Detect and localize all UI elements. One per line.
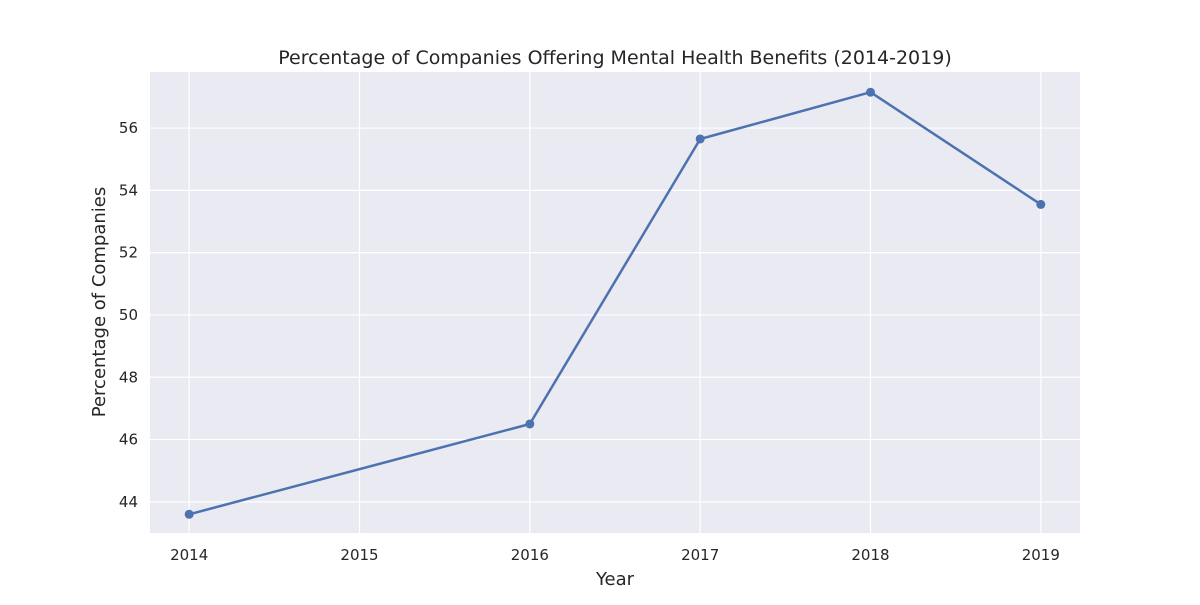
chart-title: Percentage of Companies Offering Mental … [278,47,951,69]
x-ticks: 2014 2015 2016 2017 2018 2019 [170,546,1060,564]
x-tick-label: 2018 [851,546,889,564]
data-point [184,509,194,519]
y-tick-label: 50 [119,306,138,324]
x-tick-label: 2016 [511,546,549,564]
data-point [865,87,875,97]
x-axis-label: Year [595,569,635,590]
y-tick-label: 48 [119,368,138,386]
y-tick-label: 52 [119,244,138,262]
data-point [525,419,535,429]
x-tick-label: 2017 [681,546,719,564]
x-tick-label: 2019 [1022,546,1060,564]
series-layer [184,87,1046,519]
y-tick-label: 56 [119,119,138,137]
data-point [1036,199,1046,209]
plot-area [150,72,1080,533]
y-ticks: 44 46 48 50 52 54 56 [119,119,138,511]
data-point [695,134,705,144]
x-tick-label: 2015 [340,546,378,564]
x-tick-label: 2014 [170,546,208,564]
y-tick-label: 46 [119,431,138,449]
y-axis-label: Percentage of Companies [89,187,110,417]
y-tick-label: 44 [119,493,138,511]
y-tick-label: 54 [119,181,138,199]
